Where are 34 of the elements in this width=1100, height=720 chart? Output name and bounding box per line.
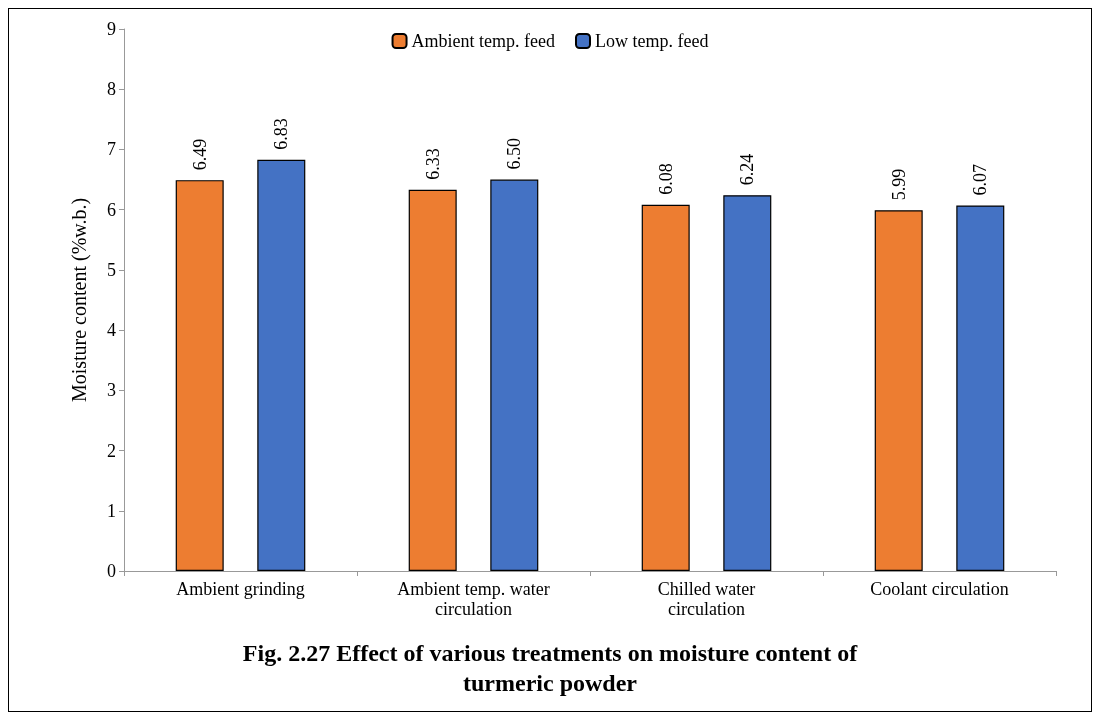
x-tick-label: Ambient temp. water circulation xyxy=(397,579,550,619)
x-tick-label: Ambient grinding xyxy=(176,579,305,599)
text: 6.33 xyxy=(422,148,443,180)
bar xyxy=(257,159,306,571)
legend-label: Low temp. feed xyxy=(595,31,709,51)
y-tick-label: 1 xyxy=(107,500,116,521)
x-tick-label: Chilled water circulation xyxy=(657,579,756,619)
bar xyxy=(490,179,539,571)
y-tick-label: 3 xyxy=(107,380,116,401)
text: 6.83 xyxy=(271,118,292,150)
text: 6.24 xyxy=(737,153,758,186)
text: 6.50 xyxy=(504,138,525,170)
legend-label: Ambient temp. feed xyxy=(411,31,556,51)
bar xyxy=(874,210,923,571)
y-tick-label: 5 xyxy=(107,259,116,280)
y-tick-label: 0 xyxy=(107,561,116,581)
y-tick-label: 7 xyxy=(107,139,116,160)
bar xyxy=(408,189,457,571)
text: 6.49 xyxy=(189,138,210,171)
y-tick-label: 2 xyxy=(107,440,116,461)
y-tick-label: 6 xyxy=(107,199,116,220)
bar xyxy=(175,180,224,571)
y-tick-label: 8 xyxy=(107,79,116,100)
bar xyxy=(956,205,1005,571)
y-tick-label: 9 xyxy=(107,19,116,39)
text: 6.08 xyxy=(655,163,676,195)
bar xyxy=(723,195,772,571)
text: 5.99 xyxy=(888,168,909,201)
y-tick-label: 4 xyxy=(107,320,116,341)
text: 6.07 xyxy=(970,163,991,196)
x-tick-label: Coolant circulation xyxy=(870,579,1009,599)
y-axis-title: Moisture content (%w.b.) xyxy=(68,197,91,403)
bar xyxy=(641,204,690,571)
text: Fig. 2.27 Effect of various treatments on moisture content of turmeric powder xyxy=(242,640,859,696)
